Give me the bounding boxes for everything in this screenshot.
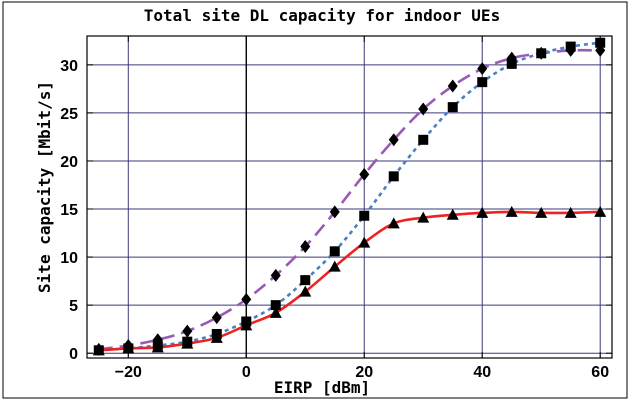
x-tick-label: 0 xyxy=(242,364,251,381)
data-point-triangle xyxy=(210,331,223,343)
data-point-diamond xyxy=(270,268,281,282)
data-point-triangle xyxy=(594,205,607,217)
data-point-triangle xyxy=(269,306,282,318)
data-point-square xyxy=(300,275,311,286)
data-point-triangle xyxy=(240,319,253,331)
plot-frame xyxy=(86,35,613,359)
data-point-diamond xyxy=(300,240,311,254)
data-point-triangle xyxy=(476,206,489,218)
data-point-square xyxy=(329,246,340,257)
data-point-triangle xyxy=(358,236,371,248)
data-point-diamond xyxy=(418,102,429,116)
data-point-square xyxy=(388,171,399,182)
x-axis-label: EIRP [dBm] xyxy=(274,378,370,397)
y-tick-label: 25 xyxy=(60,106,78,123)
data-point-square xyxy=(359,210,370,221)
data-point-square xyxy=(536,48,547,59)
data-point-triangle xyxy=(564,206,577,218)
data-point-square xyxy=(270,300,281,311)
y-tick-label: 20 xyxy=(60,154,78,171)
data-point-square xyxy=(477,77,488,88)
data-point-square xyxy=(447,102,458,113)
chart-title: Total site DL capacity for indoor UEs xyxy=(144,6,500,25)
y-tick-label: 0 xyxy=(69,346,78,363)
data-point-triangle xyxy=(299,285,312,297)
data-point-triangle xyxy=(122,342,135,354)
series-layer xyxy=(92,37,607,356)
y-tick-label: 5 xyxy=(69,298,78,315)
data-point-diamond xyxy=(477,62,488,76)
x-tick-label: 40 xyxy=(473,364,491,381)
data-point-square xyxy=(595,37,606,48)
y-axis-label: Site capacity [Mbit/s] xyxy=(35,81,54,293)
data-point-triangle xyxy=(328,260,341,272)
data-point-triangle xyxy=(446,208,459,220)
x-tick-label: −20 xyxy=(115,364,142,381)
data-point-diamond xyxy=(388,133,399,147)
data-point-triangle xyxy=(535,206,548,218)
data-point-triangle xyxy=(505,205,518,217)
data-point-diamond xyxy=(329,205,340,219)
data-point-square xyxy=(506,58,517,69)
x-tick-label: 60 xyxy=(591,364,609,381)
data-point-diamond xyxy=(447,79,458,93)
data-point-diamond xyxy=(359,167,370,181)
data-point-triangle xyxy=(151,341,164,353)
data-point-triangle xyxy=(417,211,430,223)
y-tick-label: 10 xyxy=(60,250,78,267)
data-point-square xyxy=(418,134,429,145)
y-tick-label: 15 xyxy=(60,202,78,219)
data-point-triangle xyxy=(181,337,194,349)
data-point-diamond xyxy=(211,311,222,325)
grid-layer xyxy=(87,36,612,358)
data-point-triangle xyxy=(92,344,105,356)
data-point-triangle xyxy=(387,217,400,229)
data-point-diamond xyxy=(182,324,193,338)
y-tick-label: 30 xyxy=(60,58,78,75)
data-point-square xyxy=(565,41,576,52)
data-point-diamond xyxy=(241,292,252,306)
x-tick-label: 20 xyxy=(355,364,373,381)
axis-layer: −20 0 20 40 60 0 5 10 15 20 25 30 xyxy=(60,35,613,381)
